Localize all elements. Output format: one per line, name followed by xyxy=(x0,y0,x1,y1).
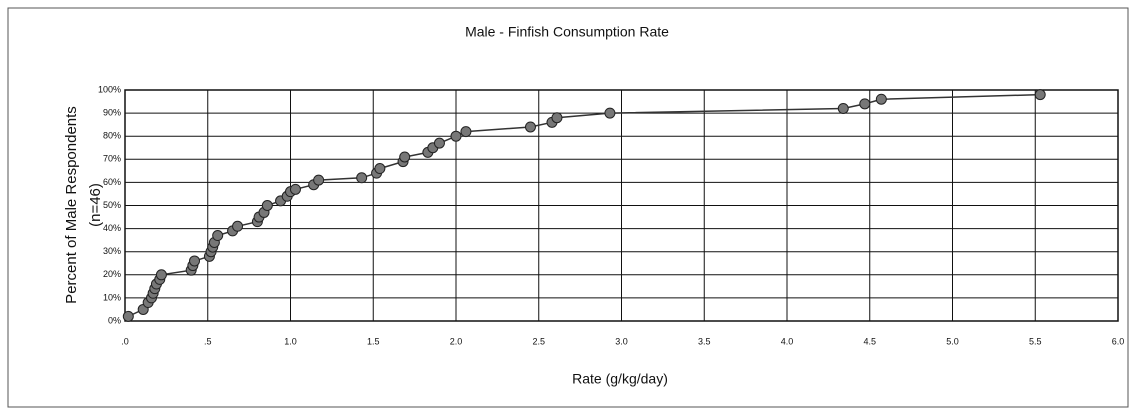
x-tick-label: 3.0 xyxy=(615,336,628,346)
data-point xyxy=(261,200,273,211)
y-tick-label: 50% xyxy=(103,200,121,210)
data-point xyxy=(189,255,201,267)
data-point xyxy=(399,151,411,163)
y-tick-label: 20% xyxy=(103,269,121,279)
x-tick-label: 4.0 xyxy=(781,336,794,346)
x-tick-label: 4.5 xyxy=(863,336,876,346)
x-tick-label: 1.5 xyxy=(367,336,380,346)
y-tick-label: 40% xyxy=(103,223,121,233)
data-point xyxy=(232,220,244,232)
data-point xyxy=(524,121,536,133)
data-point xyxy=(212,230,224,242)
x-tick-label: 5.5 xyxy=(1029,336,1042,346)
data-point xyxy=(433,137,445,149)
x-tick-label: .0 xyxy=(121,336,129,346)
x-tick-label: 2.5 xyxy=(532,336,545,346)
x-tick-label: .5 xyxy=(204,336,212,346)
y-tick-label: 60% xyxy=(103,177,121,187)
data-point xyxy=(859,98,871,110)
y-tick-label: 30% xyxy=(103,246,121,256)
y-axis-label: Percent of Male Respondents xyxy=(63,106,80,304)
data-point xyxy=(875,93,887,105)
y-tick-label: 80% xyxy=(103,131,121,141)
y-tick-label: 70% xyxy=(103,154,121,164)
data-point xyxy=(604,107,616,119)
data-point xyxy=(460,126,472,138)
data-point xyxy=(155,269,167,281)
x-axis-label: Rate (g/kg/day) xyxy=(572,371,668,387)
y-tick-label: 90% xyxy=(103,107,121,117)
data-point xyxy=(356,172,368,184)
data-point xyxy=(551,112,563,124)
data-point xyxy=(450,130,462,142)
data-point xyxy=(289,183,301,195)
y-tick-label: 0% xyxy=(108,315,121,325)
data-point xyxy=(374,163,386,175)
plot-frame xyxy=(124,89,1119,322)
x-tick-label: 5.0 xyxy=(946,336,959,346)
data-point xyxy=(122,310,134,322)
y-tick-label: 10% xyxy=(103,292,121,302)
y-axis-label: (n=46) xyxy=(87,183,104,227)
x-tick-label: 1.0 xyxy=(284,336,297,346)
x-tick-label: 3.5 xyxy=(698,336,711,346)
data-point xyxy=(837,102,849,114)
y-tick-label: 100% xyxy=(98,84,121,94)
chart-border xyxy=(7,7,1129,408)
data-point xyxy=(1034,89,1046,101)
chart-title: Male - Finfish Consumption Rate xyxy=(465,24,669,40)
x-tick-label: 6.0 xyxy=(1112,336,1125,346)
data-point xyxy=(313,174,325,186)
x-tick-label: 2.0 xyxy=(450,336,463,346)
